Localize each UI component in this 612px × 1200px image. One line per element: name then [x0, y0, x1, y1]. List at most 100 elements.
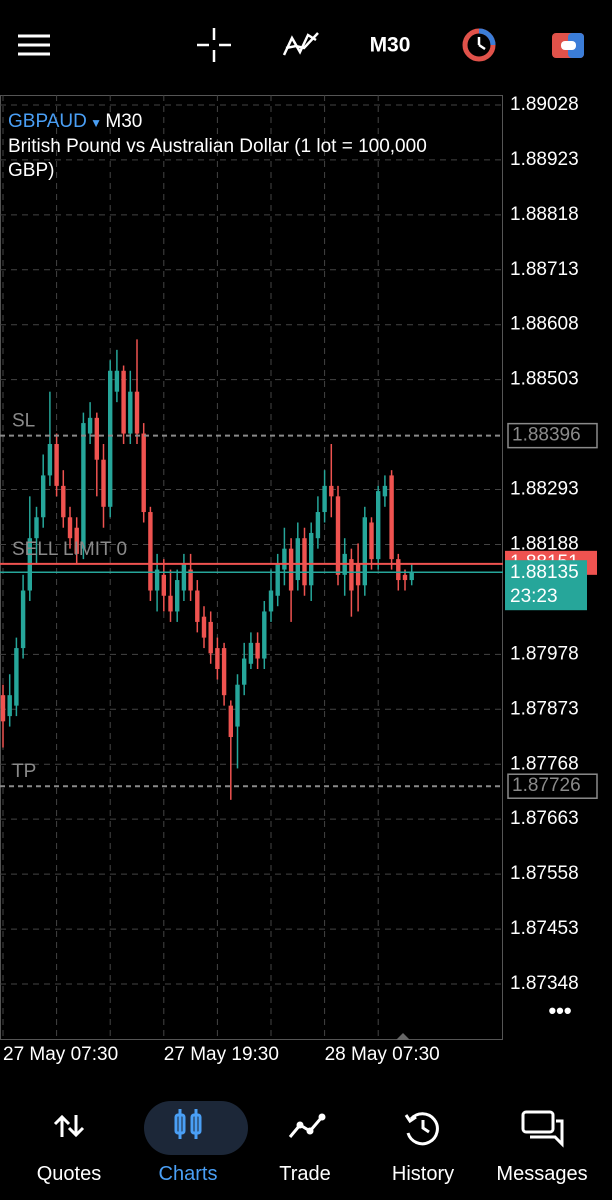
candle-body: [47, 444, 53, 476]
top-bar: M30: [18, 28, 584, 62]
candle-body: [108, 370, 113, 507]
candle-body: [208, 621, 213, 654]
chart-frame: [0, 95, 503, 1040]
candle-body: [329, 485, 334, 497]
nav-icons: [53, 1109, 564, 1148]
candle-body: [369, 522, 374, 560]
candle-body: [154, 569, 160, 591]
candle-body: [148, 512, 153, 591]
y-tick-label: 1.88293: [510, 479, 579, 500]
candle-body: [262, 611, 267, 659]
y-tick-label: 1.87663: [510, 808, 579, 829]
candle-body: [54, 444, 59, 486]
candle-body: [201, 616, 207, 638]
symbol-line: GBPAUD ▼ M30: [8, 110, 478, 135]
nav-icon: [174, 1109, 202, 1139]
candle-body: [14, 648, 19, 706]
candle-body: [181, 564, 187, 591]
candles: [0, 339, 414, 800]
candle-body: [275, 564, 280, 596]
candle-body: [221, 648, 227, 696]
candle-body: [295, 538, 300, 581]
y-tick-label: 1.87558: [510, 863, 579, 884]
x-tick-label: 27 May 19:30: [164, 1044, 279, 1065]
candle-body: [409, 572, 414, 581]
more-icon[interactable]: •••: [548, 998, 571, 1023]
candle-body: [309, 532, 314, 586]
candle-body: [94, 417, 99, 460]
candle-body: [81, 423, 86, 549]
candle-body: [61, 485, 66, 518]
nav-icon: [53, 1114, 85, 1138]
level-price: 1.88396: [512, 425, 581, 446]
candle-body: [121, 370, 126, 434]
nav-icon: [288, 1113, 326, 1138]
level-label: SL: [12, 411, 35, 432]
nav-label: Trade: [279, 1163, 331, 1185]
bid-box: [505, 560, 587, 611]
candle-body: [362, 517, 367, 586]
symbol[interactable]: GBPAUD: [8, 111, 87, 132]
y-tick-label: 1.88608: [510, 314, 579, 335]
level-price-box: [507, 422, 598, 449]
candle-body: [268, 590, 274, 612]
level-price-box: [507, 773, 598, 799]
indicators-icon[interactable]: [282, 32, 319, 56]
menu-icon[interactable]: [18, 34, 50, 56]
candle-body: [161, 574, 166, 596]
candle-body: [288, 548, 294, 591]
grid: [0, 95, 503, 1040]
candle-body: [228, 705, 233, 738]
candle-body: [168, 595, 173, 612]
candle-body: [0, 695, 6, 722]
candle-body: [402, 574, 408, 581]
candle-body: [335, 496, 341, 575]
trade-icon[interactable]: [552, 33, 584, 58]
candle-body: [195, 590, 200, 622]
candle-body: [242, 658, 247, 685]
symbol-info: GBPAUD ▼ M30 British Pound vs Australian…: [8, 110, 478, 183]
level-label: SELL LIMIT 0: [12, 539, 127, 560]
candle-body: [255, 642, 260, 659]
symbol-arrow: ▼: [86, 116, 106, 130]
clock-icon[interactable]: [462, 28, 496, 62]
nav-label: Quotes: [36, 1163, 102, 1185]
candle-body: [41, 475, 46, 518]
candle-body: [141, 433, 146, 513]
candle-body: [248, 642, 254, 664]
symbol-description: British Pound vs Australian Dollar (1 lo…: [8, 136, 427, 181]
level-price: 1.87726: [512, 775, 581, 796]
candle-body: [67, 517, 73, 539]
candle-body: [215, 648, 220, 670]
candle-body: [188, 569, 193, 591]
candle-body: [34, 517, 39, 539]
scroll-marker: [396, 1033, 410, 1040]
candle-body: [20, 590, 26, 649]
bid-countdown: 23:23: [510, 586, 558, 607]
candle-body: [376, 491, 381, 560]
timeframe-button[interactable]: M30: [370, 34, 411, 57]
candle-body: [87, 417, 93, 434]
crosshair-icon[interactable]: [197, 28, 231, 62]
candle-body: [101, 459, 106, 507]
y-tick-label: 1.87453: [510, 918, 579, 939]
y-tick-label: 1.88713: [510, 259, 579, 280]
candle-body: [302, 538, 307, 586]
symbol-timeframe: M30: [105, 111, 143, 132]
nav-icon: [404, 1112, 439, 1146]
nav-label: Charts: [158, 1163, 218, 1185]
y-tick-label: 1.87348: [510, 973, 579, 994]
nav-label: History: [391, 1163, 455, 1185]
candle-body: [128, 391, 133, 434]
candle-body: [7, 695, 12, 717]
y-tick-label: 1.89028: [510, 94, 579, 115]
candle-body: [389, 475, 394, 560]
candle-body: [134, 391, 140, 434]
candle-body: [322, 485, 327, 513]
candle-body: [114, 370, 120, 392]
bottom-nav: Quotes Charts Trade History Messages: [0, 1095, 612, 1200]
x-tick-label: 27 May 07:30: [3, 1044, 118, 1065]
